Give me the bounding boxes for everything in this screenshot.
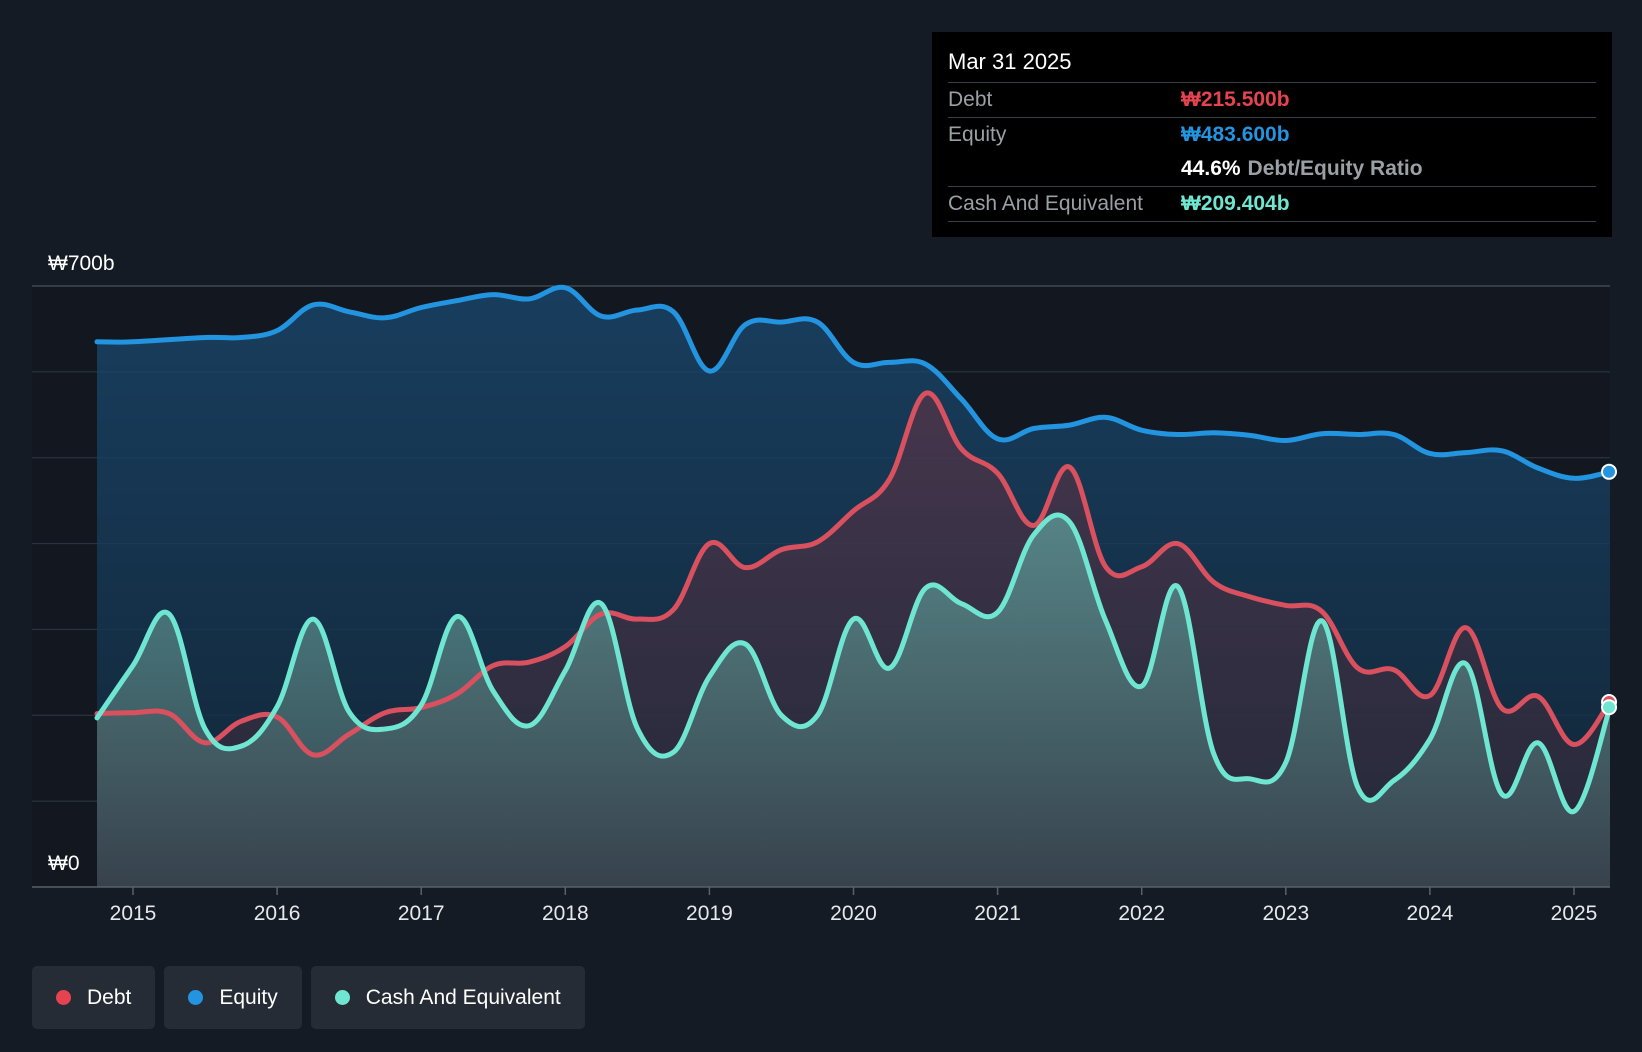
cash-end-marker	[1601, 699, 1618, 716]
tooltip-cash-label: Cash And Equivalent	[948, 192, 1143, 215]
area-layer	[97, 287, 1610, 888]
x-tick-label-2025: 2025	[1551, 902, 1598, 925]
equity-end-marker	[1601, 463, 1618, 480]
legend-item-cash[interactable]: Cash And Equivalent	[310, 966, 585, 1029]
legend-item-equity[interactable]: Equity	[164, 966, 302, 1029]
line-layer	[94, 284, 1618, 814]
equity-line	[94, 284, 1613, 481]
cash-area	[97, 514, 1610, 887]
x-tick-label-2019: 2019	[686, 902, 733, 925]
tooltip-debt-value: ₩215.500b	[1181, 88, 1290, 111]
cash-line	[94, 512, 1613, 814]
tooltip-cash-value: ₩209.404b	[1181, 192, 1290, 215]
x-tick-label-2023: 2023	[1262, 902, 1309, 925]
x-tick-label-2015: 2015	[110, 902, 157, 925]
tooltip-debt-row: Debt ₩215.500b	[948, 82, 1596, 117]
tooltip-equity-row: Equity ₩483.600b	[948, 117, 1596, 152]
legend-dot-equity-icon	[188, 990, 204, 1005]
x-tick-label-2022: 2022	[1118, 902, 1165, 925]
tooltip-cash-row: Cash And Equivalent ₩209.404b	[948, 186, 1596, 221]
tooltip-date: Mar 31 2025	[948, 49, 1072, 74]
tooltip-equity-label: Equity	[948, 123, 1007, 146]
debt-line	[94, 390, 1613, 758]
legend-dot-cash-icon	[334, 990, 350, 1005]
x-tick-label-2017: 2017	[398, 902, 445, 925]
tooltip-panel: Mar 31 2025 Debt ₩215.500b Equity ₩483.6…	[932, 32, 1612, 237]
axis-layer: 2015 2016 2017 2018 2019 2020 2021 2022 2023 2024…	[32, 886, 1610, 925]
tooltip-equity-value: ₩483.600b	[1181, 123, 1290, 146]
tooltip-ratio-row: 44.6% Debt/Equity Ratio	[948, 152, 1596, 186]
tooltip-ratio-value: 44.6%	[1181, 157, 1241, 180]
legend-label-debt: Debt	[87, 985, 132, 1009]
x-tick-label-2018: 2018	[542, 902, 589, 925]
x-tick-label-2016: 2016	[254, 902, 301, 925]
tooltip-bottom-rule	[948, 221, 1596, 222]
y-axis-max-label: ₩700b	[48, 252, 115, 275]
x-tick-label-2024: 2024	[1407, 902, 1454, 925]
legend-label-cash: Cash And Equivalent	[365, 985, 561, 1009]
x-tick-label-2021: 2021	[974, 902, 1021, 925]
legend-dot-debt-icon	[56, 990, 71, 1005]
y-axis-min-label: ₩0	[48, 852, 80, 875]
x-tick-label-2020: 2020	[830, 902, 877, 925]
chart-legend: Debt Equity Cash And Equivalent	[32, 966, 585, 1029]
legend-item-debt[interactable]: Debt	[32, 966, 156, 1029]
legend-label-equity: Equity	[219, 985, 278, 1009]
tooltip-ratio-label: Debt/Equity Ratio	[1247, 157, 1423, 180]
tooltip-debt-label: Debt	[948, 88, 993, 111]
